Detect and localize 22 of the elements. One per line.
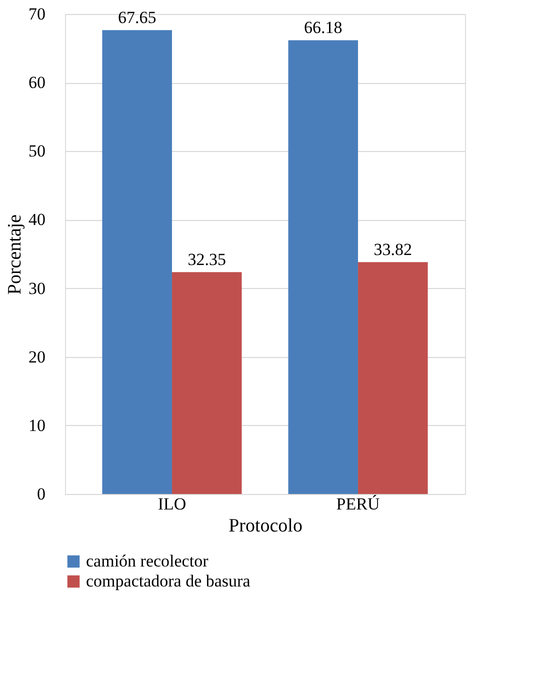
data-label: 32.35 [188, 250, 226, 270]
y-tick-label: 40 [28, 210, 46, 230]
y-tick-label: 30 [28, 278, 46, 298]
y-axis-title: Porcentaje [4, 214, 26, 295]
y-tick-label: 20 [28, 347, 46, 366]
data-label: 67.65 [118, 8, 156, 28]
x-axis-title: Protocolo [228, 516, 302, 536]
data-label: 33.82 [374, 240, 412, 260]
y-tick-label: 70 [28, 4, 46, 24]
legend-label: compactadora de basura [86, 572, 251, 590]
y-tick-label: 10 [28, 416, 46, 435]
bar [102, 30, 172, 494]
bar [288, 40, 358, 494]
y-tick-label: 0 [37, 484, 46, 504]
data-label: 66.18 [304, 18, 342, 38]
x-tick-label: PERÚ [336, 494, 380, 514]
x-tick-label: ILO [158, 494, 186, 514]
bar [172, 272, 242, 494]
y-tick-label: 60 [28, 73, 46, 92]
legend-label: camión recolector [86, 552, 209, 570]
y-tick-label: 50 [28, 142, 46, 161]
bar [358, 262, 428, 494]
